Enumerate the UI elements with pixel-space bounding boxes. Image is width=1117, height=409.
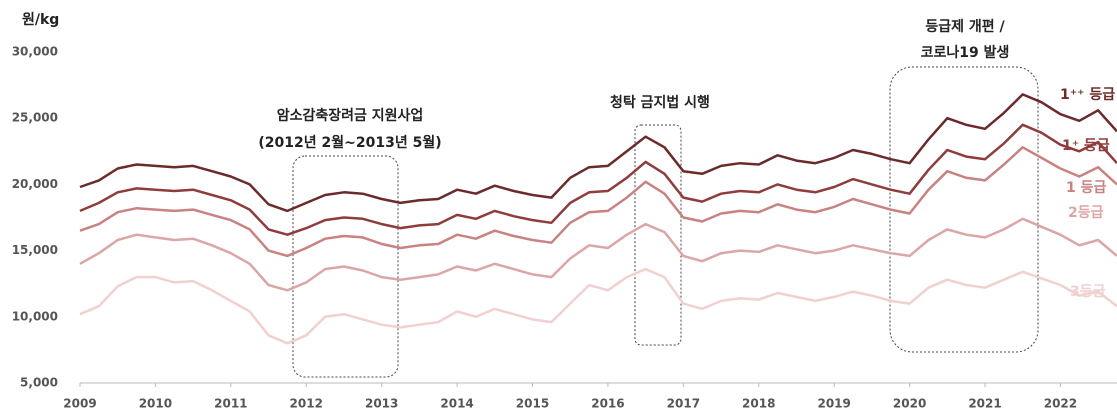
annotation-box	[634, 124, 682, 346]
x-tick-label: 2016	[591, 397, 624, 409]
y-tick-label: 10,000	[12, 309, 58, 323]
x-tick-label: 2019	[817, 397, 850, 409]
annotation-box	[292, 155, 399, 378]
series-line	[79, 267, 1117, 345]
legend-label: 2등급	[1068, 205, 1104, 221]
x-tick-label: 2018	[742, 397, 775, 409]
legend-label: 3등급	[1070, 284, 1106, 300]
legend-label: 1⁺⁺ 등급	[1060, 87, 1115, 103]
x-tick-label: 2010	[139, 397, 172, 409]
x-tick-label: 2017	[667, 397, 700, 409]
y-tick-label: 20,000	[12, 177, 58, 191]
annotation: (2012년 2월~2013년 5월)	[258, 134, 441, 151]
annotation: 암소감축장려금 지원사업	[277, 107, 424, 124]
legend-label: 1 등급	[1066, 180, 1106, 196]
y-tick-label: 25,000	[12, 111, 58, 125]
x-tick-label: 2012	[290, 397, 323, 409]
series-line	[79, 146, 1117, 258]
series-line	[79, 93, 1117, 213]
x-tick-label: 2014	[440, 397, 473, 409]
x-tick-label: 2015	[516, 397, 549, 409]
legend-label: 1⁺ 등급	[1062, 138, 1110, 154]
x-tick-label: 2011	[214, 397, 247, 409]
x-tick-label: 2022	[1044, 397, 1077, 409]
x-tick-label: 2021	[968, 397, 1001, 409]
annotation: 등급제 개편 /	[925, 18, 1005, 35]
annotation: 청탁 금지법 시행	[610, 94, 710, 111]
series-line	[79, 217, 1117, 292]
annotation: 코로나19 발생	[921, 44, 1010, 61]
y-axis-label: 원/kg	[22, 12, 59, 28]
x-tick-label: 2009	[63, 397, 96, 409]
y-tick-label: 5,000	[20, 376, 58, 390]
x-tick-label: 2013	[365, 397, 398, 409]
y-tick-label: 15,000	[12, 243, 58, 257]
y-tick-label: 30,000	[12, 45, 58, 59]
x-tick-label: 2020	[893, 397, 926, 409]
series-line	[79, 123, 1117, 236]
